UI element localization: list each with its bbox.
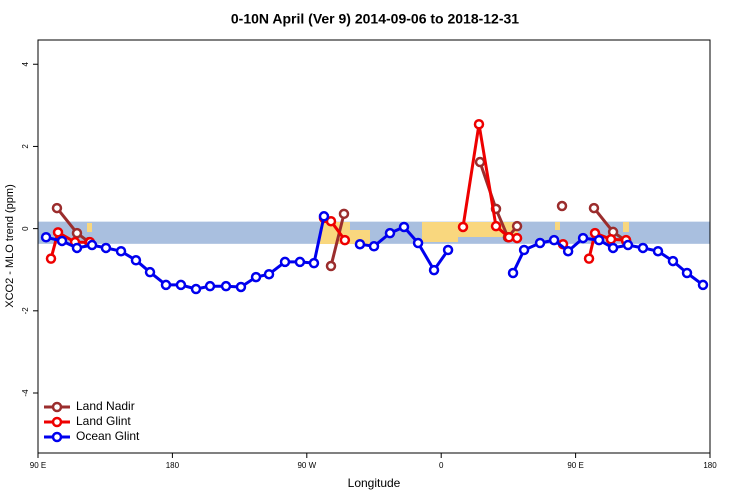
data-point bbox=[507, 267, 519, 279]
data-point bbox=[338, 208, 350, 220]
y-tick-label: 4 bbox=[21, 61, 30, 66]
land-patch bbox=[555, 222, 560, 230]
data-point bbox=[294, 256, 306, 268]
data-point bbox=[86, 239, 98, 251]
data-point bbox=[556, 200, 568, 212]
data-point bbox=[412, 237, 424, 249]
data-point bbox=[144, 266, 156, 278]
data-point bbox=[51, 202, 63, 214]
chart-title: 0-10N April (Ver 9) 2014-09-06 to 2018-1… bbox=[231, 11, 519, 27]
data-point bbox=[220, 280, 232, 292]
data-point bbox=[511, 220, 523, 232]
data-point bbox=[577, 232, 589, 244]
data-point bbox=[204, 280, 216, 292]
land-patch bbox=[422, 222, 458, 242]
y-axis-label: XCO2 - MLO trend (ppm) bbox=[4, 184, 16, 307]
data-point bbox=[548, 234, 560, 246]
legend-marker bbox=[51, 401, 63, 413]
data-point bbox=[100, 242, 112, 254]
land-patch bbox=[87, 223, 92, 232]
data-point bbox=[160, 279, 172, 291]
legend-label: Ocean Glint bbox=[76, 429, 140, 443]
data-point bbox=[697, 279, 709, 291]
data-point bbox=[637, 242, 649, 254]
y-tick-label: -4 bbox=[21, 389, 30, 397]
data-point bbox=[250, 271, 262, 283]
data-point bbox=[583, 253, 595, 264]
data-point bbox=[534, 237, 546, 249]
data-point bbox=[503, 232, 515, 243]
legend-label: Land Glint bbox=[76, 414, 131, 428]
data-point bbox=[40, 232, 52, 243]
data-point bbox=[622, 239, 634, 251]
data-point bbox=[562, 245, 574, 257]
data-point bbox=[681, 267, 693, 279]
data-point bbox=[593, 234, 605, 246]
x-axis-label: Longitude bbox=[348, 476, 401, 490]
data-point bbox=[511, 232, 523, 244]
data-point bbox=[190, 283, 202, 295]
data-point bbox=[428, 264, 440, 276]
data-point bbox=[442, 244, 454, 256]
data-point bbox=[368, 241, 380, 252]
data-point bbox=[518, 244, 530, 256]
data-point bbox=[115, 245, 127, 257]
data-point bbox=[325, 260, 337, 272]
x-tick-label: 90 W bbox=[297, 461, 316, 470]
x-tick-label: 180 bbox=[166, 461, 180, 470]
x-tick-label: 90 E bbox=[30, 461, 46, 470]
data-point bbox=[71, 242, 83, 254]
plot-frame bbox=[37, 39, 711, 454]
x-tick-label: 0 bbox=[439, 461, 444, 470]
data-point bbox=[474, 156, 486, 168]
data-point bbox=[279, 256, 291, 268]
y-tick-label: -2 bbox=[21, 307, 30, 315]
y-tick-label: 2 bbox=[21, 144, 30, 149]
data-point bbox=[263, 268, 275, 280]
data-point bbox=[45, 253, 57, 264]
data-point bbox=[384, 227, 396, 239]
data-point bbox=[130, 255, 142, 266]
data-point bbox=[318, 211, 330, 222]
data-point bbox=[652, 245, 664, 257]
data-point bbox=[52, 227, 64, 238]
y-tick-label: 0 bbox=[21, 226, 30, 231]
legend-marker bbox=[51, 431, 63, 443]
legend-label: Land Nadir bbox=[76, 399, 135, 413]
data-point bbox=[398, 221, 410, 233]
data-point bbox=[607, 242, 619, 254]
data-point bbox=[308, 257, 320, 269]
data-point bbox=[325, 215, 337, 227]
land-patch bbox=[623, 222, 629, 232]
data-point bbox=[667, 255, 679, 267]
data-point bbox=[175, 279, 187, 291]
data-point bbox=[235, 281, 247, 293]
legend-marker bbox=[51, 416, 63, 428]
data-point bbox=[588, 202, 600, 214]
data-point bbox=[490, 220, 502, 232]
x-tick-label: 180 bbox=[703, 461, 717, 470]
data-point bbox=[354, 238, 366, 250]
data-point bbox=[457, 221, 469, 233]
data-point bbox=[473, 118, 485, 130]
data-point bbox=[71, 227, 83, 239]
data-point bbox=[605, 234, 617, 245]
data-point bbox=[56, 235, 68, 247]
data-point bbox=[339, 234, 351, 246]
x-tick-label: 90 E bbox=[567, 461, 583, 470]
